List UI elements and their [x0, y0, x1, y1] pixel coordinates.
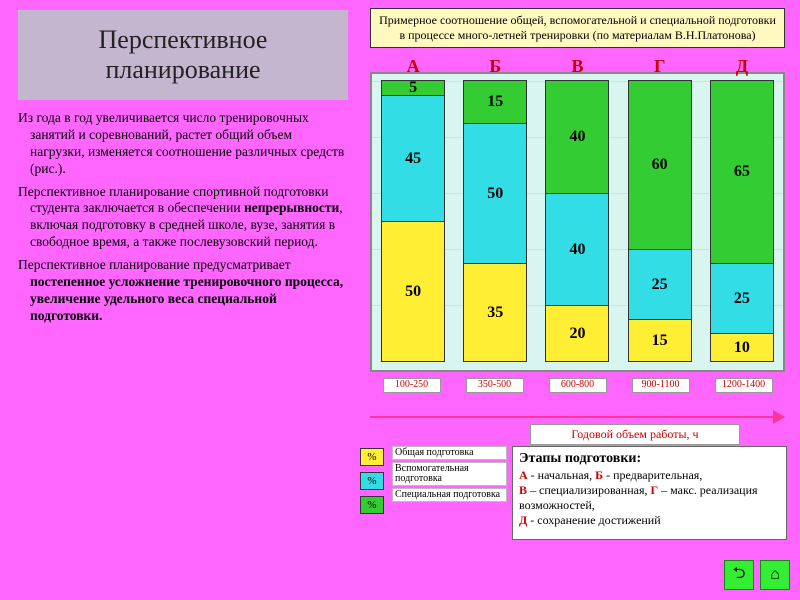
bar-segment-aux: 40	[546, 193, 608, 305]
legend-swatch: %	[360, 472, 384, 490]
bar-segment-general: 10	[711, 333, 773, 361]
legend-label: Специальная подготовка	[392, 488, 507, 502]
home-icon: ⌂	[770, 566, 780, 584]
bar-segment-aux: 50	[464, 123, 526, 263]
body-paragraph: Перспективное планирование спортивной по…	[18, 184, 348, 252]
bar-segment-special: 5	[382, 81, 444, 95]
bar-segment-aux: 45	[382, 95, 444, 221]
nav-home-button[interactable]: ⌂	[760, 560, 790, 590]
column-label: А	[372, 56, 454, 77]
chart-subtitle: Примерное соотношение общей, вспомогател…	[370, 8, 785, 48]
legend-label: Вспомогательная подготовка	[392, 462, 507, 486]
back-arrow-icon: ⮌	[733, 562, 746, 589]
bar: 155035	[463, 80, 527, 362]
x-range-label: 900-1100	[632, 378, 690, 393]
stages-header: Этапы подготовки:	[519, 450, 780, 468]
bar-segment-special: 60	[629, 81, 691, 249]
stage-line: В – специализированная, Г – макс. реализ…	[519, 483, 780, 513]
x-range-label: 350-500	[466, 378, 524, 393]
body-paragraph: Из года в год увеличивается число тренир…	[18, 110, 348, 178]
nav-icons: ⮌ ⌂	[724, 560, 790, 590]
bar-segment-general: 15	[629, 319, 691, 361]
bar-segment-special: 40	[546, 81, 608, 193]
bar: 54550	[381, 80, 445, 362]
x-axis-title: Годовой объем работы, ч	[530, 424, 740, 445]
body-text: Из года в год увеличивается число тренир…	[18, 110, 348, 331]
stacked-bar-chart: АБВГД 54550155035404020602515652510	[370, 72, 785, 372]
legend-swatch: %	[360, 496, 384, 514]
bar: 404020	[545, 80, 609, 362]
body-paragraph: Перспективное планирование предусматрива…	[18, 257, 348, 325]
column-label: В	[536, 56, 618, 77]
stage-line: А - начальная, Б - предварительная,	[519, 468, 780, 483]
bar: 602515	[628, 80, 692, 362]
legend-swatches: %%%	[360, 448, 388, 514]
bar: 652510	[710, 80, 774, 362]
column-label: Г	[619, 56, 701, 77]
x-range-labels: 100-250 350-500 600-800 900-1100 1200-1400	[370, 378, 785, 393]
stage-line: Д - сохранение достижений	[519, 513, 780, 528]
bar-segment-special: 65	[711, 81, 773, 263]
x-range-label: 1200-1400	[715, 378, 773, 393]
x-range-label: 100-250	[383, 378, 441, 393]
column-label: Б	[454, 56, 536, 77]
bar-segment-aux: 25	[711, 263, 773, 333]
x-range-label: 600-800	[549, 378, 607, 393]
title-box: Перспективное планирование	[18, 10, 348, 100]
bar-segment-aux: 25	[629, 249, 691, 319]
bar-segment-general: 35	[464, 263, 526, 361]
nav-back-button[interactable]: ⮌	[724, 560, 754, 590]
legend-swatch: %	[360, 448, 384, 466]
legend-labels: Общая подготовка Вспомогательная подготов…	[392, 446, 507, 504]
bar-segment-general: 20	[546, 305, 608, 361]
legend-label: Общая подготовка	[392, 446, 507, 460]
page-title: Перспективное планирование	[18, 25, 348, 85]
bar-segment-special: 15	[464, 81, 526, 123]
column-label: Д	[701, 56, 783, 77]
x-axis-arrow	[370, 412, 785, 422]
stages-box: Этапы подготовки: А - начальная, Б - пре…	[512, 446, 787, 540]
bar-segment-general: 50	[382, 221, 444, 361]
